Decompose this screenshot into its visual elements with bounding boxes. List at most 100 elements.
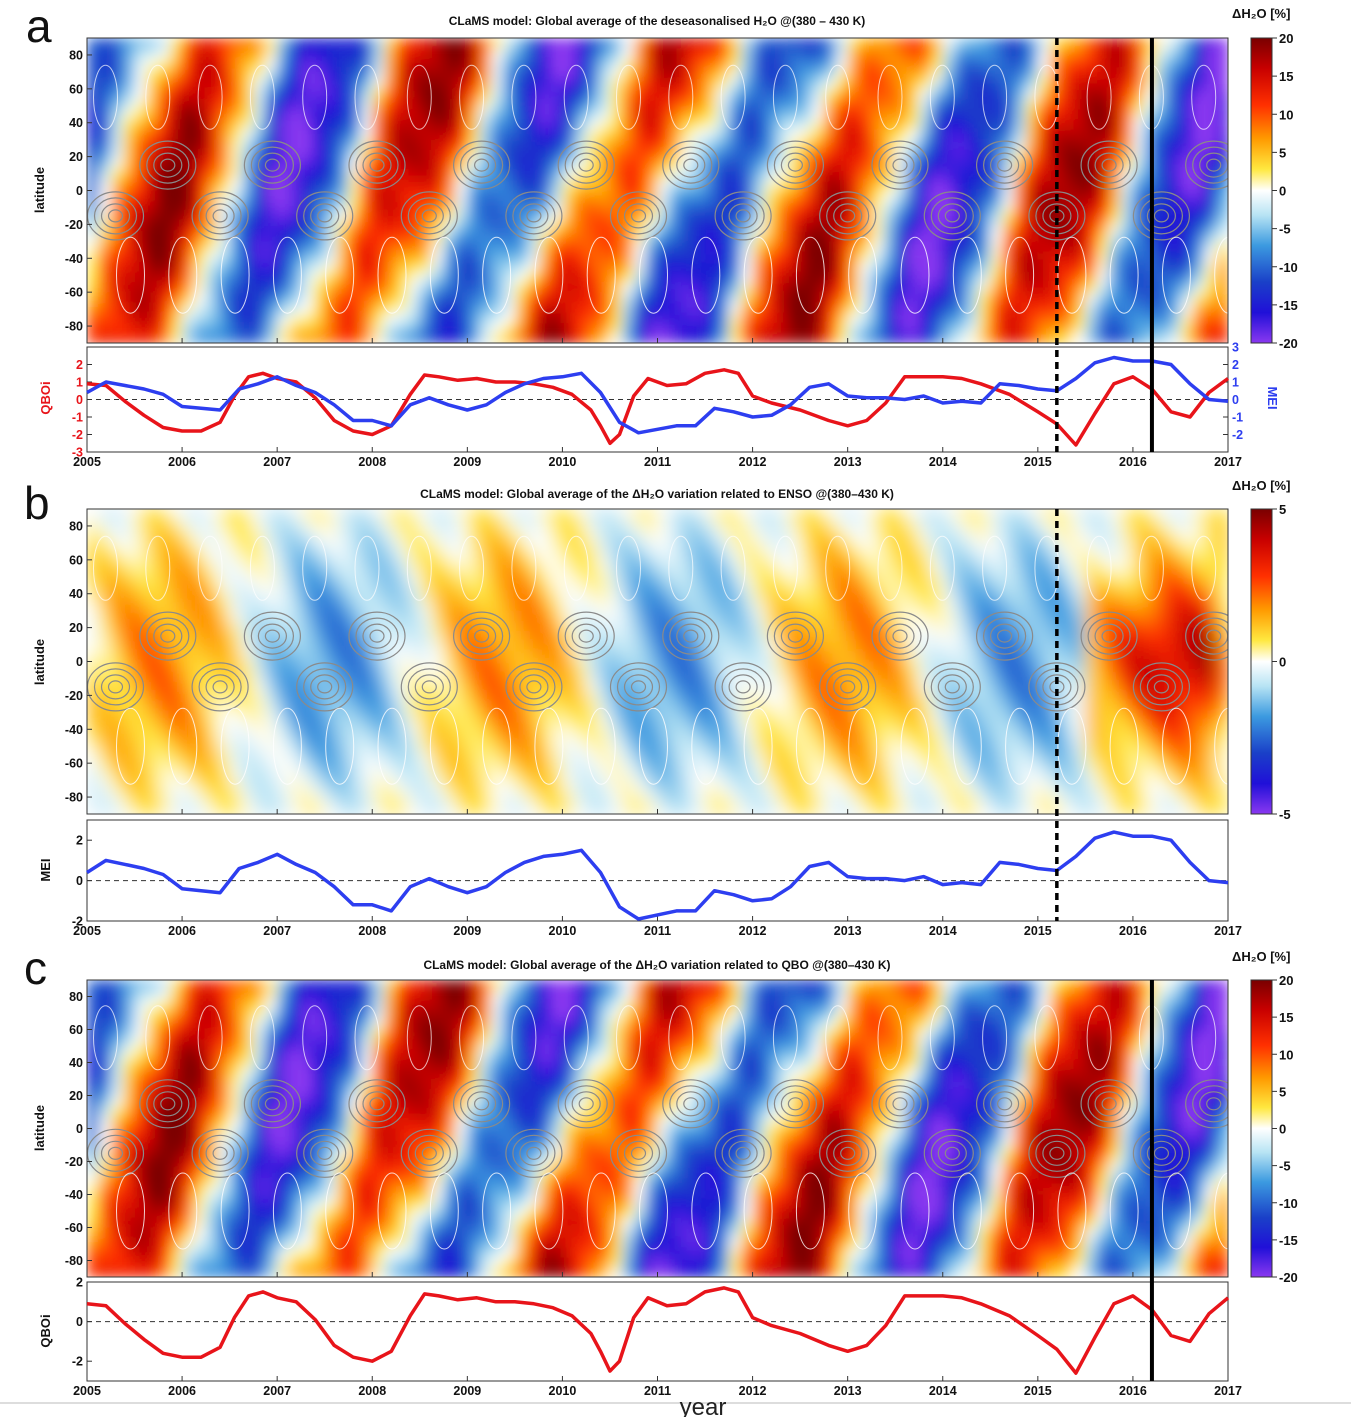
heatmap-cell bbox=[669, 549, 683, 561]
heatmap-cell bbox=[1073, 160, 1087, 172]
heatmap-cell bbox=[1014, 149, 1027, 161]
heatmap-cell bbox=[681, 88, 695, 100]
heatmap-cell bbox=[871, 322, 885, 334]
heatmap-cell bbox=[835, 549, 849, 561]
heatmap-cell bbox=[1216, 99, 1228, 111]
heatmap-cell bbox=[312, 641, 326, 653]
heatmap-cell bbox=[419, 570, 433, 582]
heatmap-cell bbox=[859, 261, 873, 273]
heatmap-cell bbox=[574, 332, 588, 343]
heatmap-cell bbox=[728, 519, 742, 531]
heatmap-cell bbox=[645, 793, 659, 805]
heatmap-cell bbox=[871, 78, 885, 90]
heatmap-cell bbox=[705, 559, 718, 571]
heatmap-cell bbox=[716, 271, 730, 283]
heatmap-cell bbox=[348, 539, 362, 551]
heatmap-cell bbox=[966, 129, 980, 141]
heatmap-cell bbox=[1109, 149, 1122, 161]
heatmap-cell bbox=[550, 241, 564, 253]
heatmap-cell bbox=[812, 58, 825, 70]
heatmap-cell bbox=[1073, 109, 1087, 121]
heatmap-cell bbox=[538, 160, 552, 172]
heatmap-cell bbox=[158, 282, 172, 294]
heatmap-cell bbox=[823, 651, 837, 663]
heatmap-cell bbox=[800, 170, 813, 182]
heatmap-cell bbox=[1037, 302, 1051, 314]
heatmap-cell bbox=[455, 241, 469, 253]
heatmap-cell bbox=[907, 271, 920, 283]
heatmap-cell bbox=[384, 271, 397, 283]
heatmap-cell bbox=[1097, 109, 1111, 121]
heatmap-cell bbox=[1037, 160, 1051, 172]
heatmap-cell bbox=[194, 68, 207, 80]
heatmap-cell bbox=[1061, 68, 1075, 80]
heatmap-cell bbox=[110, 292, 124, 304]
heatmap-cell bbox=[265, 651, 279, 663]
heatmap-cell bbox=[657, 129, 671, 141]
heatmap-cell bbox=[443, 722, 457, 734]
heatmap-cell bbox=[514, 570, 528, 582]
heatmap-cell bbox=[610, 783, 623, 795]
heatmap-cell bbox=[740, 109, 754, 121]
heatmap-cell bbox=[455, 692, 469, 704]
heatmap-cell bbox=[919, 139, 932, 151]
heatmap-cell bbox=[693, 580, 707, 592]
heatmap-cell bbox=[740, 261, 754, 273]
heatmap-cell bbox=[253, 88, 267, 100]
heatmap-cell bbox=[384, 282, 397, 294]
heatmap-cell bbox=[407, 539, 421, 551]
heatmap-cell bbox=[503, 210, 516, 222]
heatmap-cell bbox=[895, 149, 909, 161]
heatmap-cell bbox=[170, 793, 184, 805]
heatmap-cell bbox=[788, 129, 802, 141]
heatmap-cell bbox=[610, 180, 623, 192]
heatmap-cell bbox=[1192, 302, 1206, 314]
heatmap-cell bbox=[182, 332, 195, 343]
heatmap-cell bbox=[538, 322, 552, 334]
heatmap-cell bbox=[419, 539, 433, 551]
heatmap-cell bbox=[467, 292, 481, 304]
heatmap-cell bbox=[645, 241, 659, 253]
heatmap-cell bbox=[990, 58, 1004, 70]
heatmap-cell bbox=[253, 190, 267, 202]
heatmap-cell bbox=[1097, 68, 1111, 80]
heatmap-cell bbox=[300, 109, 314, 121]
heatmap-cell bbox=[1014, 88, 1027, 100]
heatmap-cell bbox=[1121, 38, 1134, 50]
heatmap-cell bbox=[871, 282, 885, 294]
heatmap-cell bbox=[467, 221, 481, 233]
heatmap-cell bbox=[716, 590, 730, 602]
heatmap-cell bbox=[1121, 282, 1134, 294]
heatmap-cell bbox=[98, 282, 112, 294]
heatmap-cell bbox=[550, 322, 564, 334]
heatmap-cell bbox=[98, 559, 112, 571]
heatmap-cell bbox=[562, 292, 576, 304]
heatmap-cell bbox=[966, 322, 980, 334]
heatmap-cell bbox=[847, 302, 861, 314]
heatmap-cell bbox=[788, 68, 802, 80]
heatmap-cell bbox=[479, 651, 493, 663]
heatmap-cell bbox=[562, 190, 576, 202]
heatmap-cell bbox=[87, 783, 100, 795]
heatmap-cell bbox=[705, 282, 718, 294]
heatmap-cell bbox=[740, 160, 754, 172]
heatmap-cell bbox=[146, 692, 160, 704]
heatmap-cell bbox=[98, 519, 112, 531]
heatmap-cell bbox=[835, 282, 849, 294]
heatmap-cell bbox=[146, 732, 160, 744]
extratropical-contour bbox=[116, 236, 145, 314]
heatmap-cell bbox=[859, 773, 873, 785]
heatmap-cell bbox=[788, 88, 802, 100]
heatmap-cell bbox=[883, 139, 897, 151]
heatmap-cell bbox=[467, 119, 481, 131]
heatmap-cell bbox=[1204, 68, 1218, 80]
heatmap-cell bbox=[396, 803, 409, 814]
heatmap-cell bbox=[954, 48, 968, 60]
heatmap-cell bbox=[312, 271, 326, 283]
heatmap-cell bbox=[360, 803, 374, 814]
heatmap-cell bbox=[693, 99, 707, 111]
heatmap-cell bbox=[229, 773, 243, 785]
heatmap-cell bbox=[396, 539, 409, 551]
heatmap-cell bbox=[598, 58, 611, 70]
heatmap-cell bbox=[1002, 58, 1016, 70]
